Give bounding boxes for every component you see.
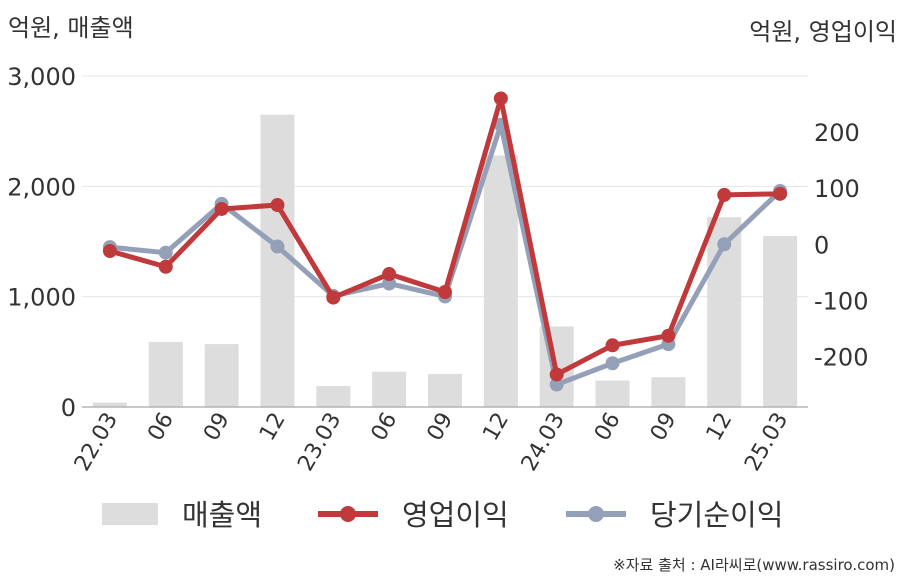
bar [148,341,183,407]
x-tick-label: 22.03 [70,409,123,476]
legend-marker [588,506,604,522]
x-tick-label: 24.03 [517,409,570,476]
x-tick-label: 06 [367,409,403,446]
data-point [102,244,117,259]
bar [92,402,127,407]
x-tick-label: 12 [478,409,514,446]
right-tick-label: -100 [814,287,868,315]
right-tick-label: 100 [814,175,860,203]
bar [651,377,686,407]
legend-swatch [102,503,158,525]
legend-label: 당기순이익 [650,498,783,532]
data-point [326,290,341,305]
data-point [270,239,285,254]
bar-series [92,114,798,407]
data-point [270,198,285,213]
data-point [773,186,788,201]
bar [372,371,407,407]
data-point [493,91,508,106]
legend-label: 매출액 [182,498,262,532]
bar [316,386,351,407]
right-tick-label: 0 [814,231,829,259]
legend-label: 영업이익 [402,498,509,532]
data-point [158,245,173,260]
left-tick-label: 3,000 [7,63,76,91]
data-point [214,201,229,216]
x-tick-label: 25.03 [740,409,793,476]
bar [763,235,798,407]
x-tick-label: 06 [143,409,179,446]
data-point [382,267,397,282]
data-point [605,356,620,371]
x-tick-label: 12 [255,409,291,446]
left-tick-label: 1,000 [7,284,76,312]
bar [260,114,295,407]
data-point [717,187,732,202]
data-point [605,338,620,353]
source-note: ※자료 출처 : AI라씨로(www.rassiro.com) [613,556,895,574]
x-tick-label: 23.03 [293,409,346,476]
data-point [549,367,564,382]
x-tick-label: 09 [646,409,682,446]
right-axis-unit: 억원, 영업이익 [749,18,897,46]
x-tick-label: 09 [199,409,235,446]
left-axis-unit: 억원, 매출액 [8,14,134,42]
data-point [661,328,676,343]
x-tick-label: 09 [423,409,459,446]
data-point [549,377,564,392]
right-tick-label: 200 [814,119,860,147]
line-series [102,91,788,392]
x-tick-label: 12 [702,409,738,446]
left-tick-label: 0 [61,394,76,422]
series-line [109,95,781,377]
x-tick-label: 06 [590,409,626,446]
data-point [717,237,732,252]
bar [428,373,462,407]
data-point [158,259,173,274]
legend-marker [340,506,356,522]
left-tick-label: 2,000 [7,173,76,201]
bar [483,155,518,407]
right-tick-label: -200 [814,344,868,372]
bar [204,344,239,407]
legend: 매출액 영업이익 당기순이익 [102,498,783,532]
bar [595,380,630,407]
data-point [438,284,452,299]
